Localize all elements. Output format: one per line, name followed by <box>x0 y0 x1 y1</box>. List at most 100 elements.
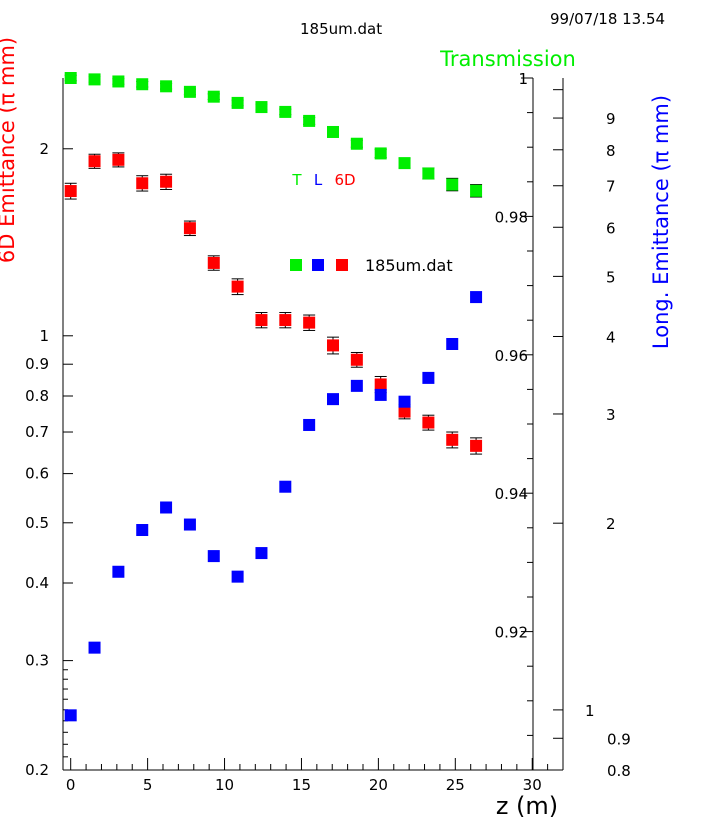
data-point-t <box>279 105 292 118</box>
x-tick-label: 15 <box>292 776 311 794</box>
transmission-tick-label: 0.96 <box>495 347 528 365</box>
data-point-6d <box>88 155 101 168</box>
data-point-l <box>279 480 292 493</box>
data-point-l <box>64 709 77 722</box>
right-tick-label: 4 <box>606 328 616 346</box>
data-point-l <box>327 393 339 406</box>
data-point-6d <box>327 339 339 352</box>
data-point-6d <box>207 256 220 269</box>
long-emittance-axis-title: Long. Emittance (π mm) <box>649 95 673 349</box>
transmission-tick-label: 0.98 <box>495 208 528 226</box>
data-point-t <box>231 96 244 109</box>
ticks-layer: 0 5 10 15 20 25 300.20.30.40.50.60.70.80.9120.… <box>25 70 631 794</box>
data-point-6d <box>303 316 316 329</box>
left-tick-label: 0.5 <box>25 514 49 532</box>
data-point-l <box>350 379 363 392</box>
data-point-l <box>112 565 125 578</box>
left-tick-label: 0.2 <box>25 761 49 779</box>
data-point-l <box>88 641 101 654</box>
left-tick-label: 0.6 <box>25 465 49 483</box>
data-point-6d <box>279 314 292 327</box>
chart-datetime-header: 99/07/18 13.54 <box>550 10 666 28</box>
data-point-l <box>422 371 435 384</box>
data-point-6d <box>446 433 459 446</box>
left-tick-label: 0.8 <box>25 387 49 405</box>
left-tick-label: 0.7 <box>25 423 49 441</box>
data-point-l <box>303 418 316 431</box>
right-tick-label: 9 <box>606 110 616 128</box>
right-tick-label: 7 <box>606 178 616 196</box>
data-point-l <box>231 570 244 583</box>
chart-filename-header: 185um.dat <box>300 20 383 38</box>
data-point-l <box>207 550 220 563</box>
labels-layer: Transmission Long. Emittance (π mm) 6D Emi… <box>0 37 673 820</box>
data-point-l <box>136 524 149 537</box>
legend-marker-6d <box>336 259 348 271</box>
legend-label-l: L <box>314 171 323 189</box>
data-point-l <box>374 388 387 401</box>
data-point-t <box>470 184 483 197</box>
x-tick-label: 10 <box>215 776 234 794</box>
data-point-l <box>183 518 196 531</box>
x-tick-label: 20 <box>369 776 388 794</box>
x-tick-label: 0 <box>66 776 76 794</box>
data-point-t <box>88 73 101 86</box>
data-point-l <box>470 291 483 304</box>
data-point-6d <box>231 280 244 293</box>
left-tick-label: 0.4 <box>25 574 49 592</box>
data-point-6d <box>255 314 268 327</box>
data-point-6d <box>374 378 387 391</box>
data-point-6d <box>183 222 196 235</box>
data-point-6d <box>112 153 125 166</box>
transmission-axis-title: Transmission <box>439 47 576 71</box>
right-tick-label: 6 <box>606 219 616 237</box>
data-point-l <box>446 337 459 350</box>
legend-label-6d: 6D <box>334 171 355 189</box>
legend-caption: 185um.dat <box>365 256 453 275</box>
data-point-6d <box>422 416 435 429</box>
left-tick-label: 0.3 <box>25 652 49 670</box>
right-tick-label: 0.9 <box>607 730 631 748</box>
left-tick-label: 1 <box>39 327 49 345</box>
data-point-t <box>160 80 173 93</box>
transmission-tick-label: 1 <box>518 70 528 88</box>
data-point-t <box>374 147 387 160</box>
data-point-t <box>350 137 363 150</box>
right-tick-label: 0.8 <box>607 762 631 780</box>
data-point-6d <box>64 185 77 198</box>
data-point-6d <box>160 175 173 188</box>
data-point-6d <box>136 177 149 190</box>
transmission-tick-label: 0.94 <box>495 485 528 503</box>
data-point-t <box>136 78 149 91</box>
data-point-t <box>207 90 220 103</box>
right-tick-label: 8 <box>606 142 616 160</box>
left-tick-label: 0.9 <box>25 355 49 373</box>
x-axis-title: z (m) <box>496 792 558 820</box>
left-tick-label: 2 <box>39 140 49 158</box>
legend-label-t: T <box>291 171 302 189</box>
data-point-t <box>255 101 268 114</box>
data-point-6d <box>350 353 363 366</box>
right-tick-label: 5 <box>606 268 616 286</box>
right-tick-label: 1 <box>585 702 595 720</box>
x-tick-label: 25 <box>446 776 465 794</box>
data-point-t <box>112 75 125 88</box>
x-tick-label: 5 <box>143 776 153 794</box>
data-point-t <box>422 167 435 180</box>
legend-marker-t <box>290 259 302 271</box>
marks-layer <box>64 72 483 722</box>
data-point-t <box>446 178 459 191</box>
data-point-t <box>327 125 339 138</box>
six-d-emittance-axis-title: 6D Emittance (π mm) <box>0 37 19 263</box>
data-point-l <box>255 547 268 560</box>
data-point-6d <box>398 405 411 418</box>
right-tick-label: 3 <box>606 406 616 424</box>
data-point-t <box>64 72 77 84</box>
transmission-tick-label: 0.92 <box>495 624 528 642</box>
data-point-t <box>183 85 196 98</box>
data-point-l <box>398 395 411 408</box>
right-tick-label: 2 <box>606 515 616 533</box>
data-point-t <box>398 157 411 170</box>
data-point-l <box>160 501 173 514</box>
